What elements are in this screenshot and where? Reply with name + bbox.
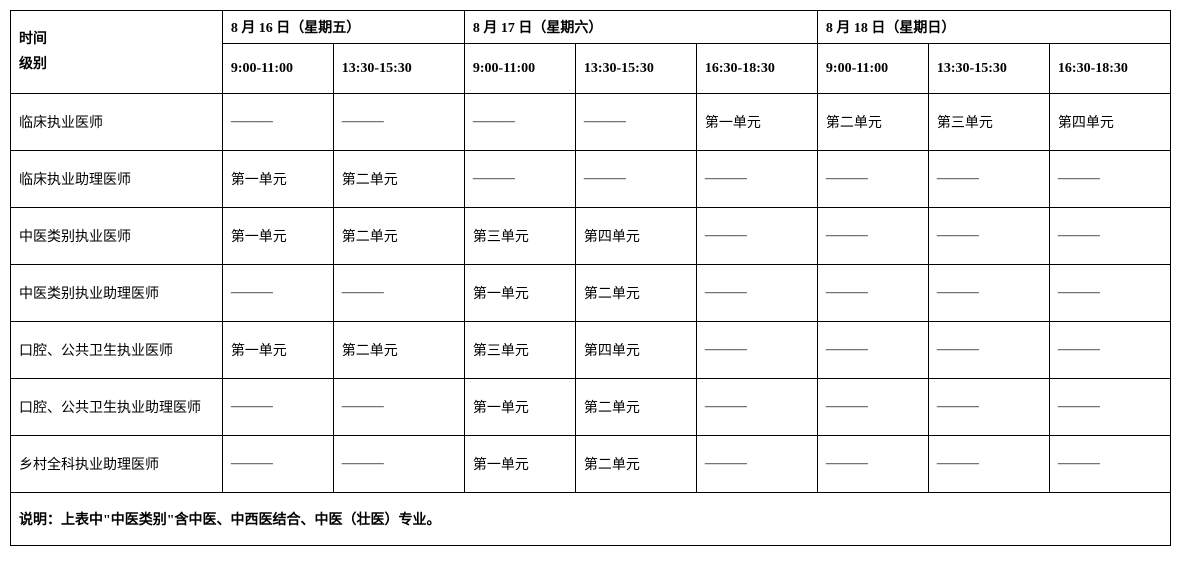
table-row: 口腔、公共卫生执业医师第一单元第二单元第三单元第四单元————————————	[11, 322, 1171, 379]
cell: ———	[928, 436, 1049, 493]
cell: 第一单元	[222, 151, 333, 208]
cell: ———	[696, 322, 817, 379]
cell: 第二单元	[575, 379, 696, 436]
corner-line2: 级别	[19, 52, 214, 77]
cell: ———	[817, 322, 928, 379]
cell: 第二单元	[575, 436, 696, 493]
cell: ———	[464, 151, 575, 208]
date-header-0: 8 月 16 日（星期五）	[222, 11, 464, 44]
row-label: 中医类别执业助理医师	[11, 265, 223, 322]
time-header-6: 13:30-15:30	[928, 44, 1049, 94]
table-row: 中医类别执业医师第一单元第二单元第三单元第四单元————————————	[11, 208, 1171, 265]
cell: ———	[928, 322, 1049, 379]
cell: 第一单元	[222, 208, 333, 265]
cell: 第四单元	[575, 322, 696, 379]
table-row: 口腔、公共卫生执业助理医师——————第一单元第二单元————————————	[11, 379, 1171, 436]
time-header-1: 13:30-15:30	[333, 44, 464, 94]
row-label: 临床执业医师	[11, 94, 223, 151]
cell: 第一单元	[464, 379, 575, 436]
cell: ———	[817, 436, 928, 493]
table-row: 中医类别执业助理医师——————第一单元第二单元————————————	[11, 265, 1171, 322]
cell: ———	[1049, 379, 1170, 436]
cell: ———	[1049, 322, 1170, 379]
cell: ———	[817, 151, 928, 208]
cell: 第三单元	[464, 322, 575, 379]
cell: 第二单元	[575, 265, 696, 322]
cell: ———	[696, 208, 817, 265]
time-header-2: 9:00-11:00	[464, 44, 575, 94]
time-header-7: 16:30-18:30	[1049, 44, 1170, 94]
cell: ———	[696, 436, 817, 493]
cell: ———	[464, 94, 575, 151]
corner-line1: 时间	[19, 27, 214, 52]
cell: ———	[696, 265, 817, 322]
table-body: 临床执业医师————————————第一单元第二单元第三单元第四单元临床执业助理…	[11, 94, 1171, 546]
cell: ———	[928, 265, 1049, 322]
cell: ———	[1049, 436, 1170, 493]
cell: ———	[1049, 265, 1170, 322]
cell: ———	[1049, 151, 1170, 208]
cell: 第二单元	[333, 208, 464, 265]
cell: 第四单元	[575, 208, 696, 265]
schedule-table: 时间 级别 8 月 16 日（星期五）8 月 17 日（星期六）8 月 18 日…	[10, 10, 1171, 546]
row-label: 中医类别执业医师	[11, 208, 223, 265]
cell: ———	[333, 265, 464, 322]
time-header-4: 16:30-18:30	[696, 44, 817, 94]
cell: ———	[928, 208, 1049, 265]
cell: ———	[817, 379, 928, 436]
row-label: 临床执业助理医师	[11, 151, 223, 208]
cell: 第一单元	[464, 265, 575, 322]
table-row: 临床执业助理医师第一单元第二单元——————————————————	[11, 151, 1171, 208]
cell: 第三单元	[928, 94, 1049, 151]
cell: ———	[817, 265, 928, 322]
note-text: 说明：上表中"中医类别"含中医、中西医结合、中医（壮医）专业。	[11, 493, 1171, 546]
cell: 第二单元	[333, 322, 464, 379]
cell: ———	[222, 436, 333, 493]
date-header-row: 时间 级别 8 月 16 日（星期五）8 月 17 日（星期六）8 月 18 日…	[11, 11, 1171, 44]
row-label: 乡村全科执业助理医师	[11, 436, 223, 493]
cell: 第四单元	[1049, 94, 1170, 151]
cell: ———	[928, 151, 1049, 208]
cell: 第一单元	[464, 436, 575, 493]
cell: ———	[817, 208, 928, 265]
cell: ———	[928, 379, 1049, 436]
table-row: 临床执业医师————————————第一单元第二单元第三单元第四单元	[11, 94, 1171, 151]
date-header-2: 8 月 18 日（星期日）	[817, 11, 1170, 44]
cell: ———	[696, 151, 817, 208]
cell: ———	[222, 94, 333, 151]
row-label: 口腔、公共卫生执业助理医师	[11, 379, 223, 436]
cell: 第二单元	[817, 94, 928, 151]
cell: 第一单元	[222, 322, 333, 379]
cell: 第三单元	[464, 208, 575, 265]
note-row: 说明：上表中"中医类别"含中医、中西医结合、中医（壮医）专业。	[11, 493, 1171, 546]
cell: 第二单元	[333, 151, 464, 208]
row-label: 口腔、公共卫生执业医师	[11, 322, 223, 379]
cell: ———	[575, 94, 696, 151]
cell: ———	[1049, 208, 1170, 265]
cell: ———	[696, 379, 817, 436]
cell: ———	[333, 436, 464, 493]
cell: ———	[222, 379, 333, 436]
time-header-5: 9:00-11:00	[817, 44, 928, 94]
time-header-0: 9:00-11:00	[222, 44, 333, 94]
cell: ———	[222, 265, 333, 322]
cell: 第一单元	[696, 94, 817, 151]
corner-header: 时间 级别	[11, 11, 223, 94]
cell: ———	[333, 94, 464, 151]
cell: ———	[575, 151, 696, 208]
cell: ———	[333, 379, 464, 436]
table-row: 乡村全科执业助理医师——————第一单元第二单元————————————	[11, 436, 1171, 493]
time-header-3: 13:30-15:30	[575, 44, 696, 94]
date-header-1: 8 月 17 日（星期六）	[464, 11, 817, 44]
